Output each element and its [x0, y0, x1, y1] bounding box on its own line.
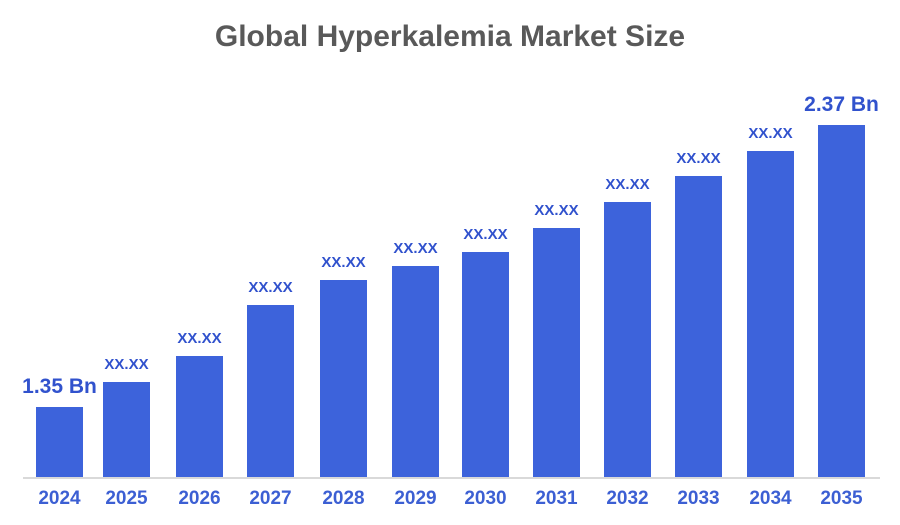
bar-value-label-2024: 1.35 Bn	[22, 375, 97, 398]
x-tick-2032: 2032	[606, 488, 649, 509]
x-tick-2031: 2031	[535, 488, 578, 509]
chart-title: Global Hyperkalemia Market Size	[214, 20, 686, 53]
bar-value-label-2035: 2.37 Bn	[804, 93, 879, 116]
x-tick-2034: 2034	[749, 488, 792, 509]
x-tick-2024: 2024	[38, 488, 81, 509]
x-tick-2029: 2029	[394, 488, 437, 509]
x-axis-line	[23, 477, 880, 479]
bar-value-label-2027: XX.XX	[248, 279, 293, 296]
bar-2035	[818, 125, 865, 477]
bar-2032	[604, 202, 651, 477]
bar-2028	[320, 280, 367, 477]
bar-2026	[176, 356, 223, 477]
bar-2033	[675, 176, 722, 477]
x-tick-2033: 2033	[677, 488, 720, 509]
x-tick-2027: 2027	[249, 488, 292, 509]
bar-value-label-2033: XX.XX	[676, 150, 721, 167]
x-tick-2026: 2026	[178, 488, 221, 509]
bar-value-label-2030: XX.XX	[463, 226, 508, 243]
bar-2025	[103, 382, 150, 477]
bar-value-label-2032: XX.XX	[605, 176, 650, 193]
bar-value-label-2031: XX.XX	[534, 202, 579, 219]
bar-2031	[533, 228, 580, 477]
x-tick-2030: 2030	[464, 488, 507, 509]
bar-2030	[462, 252, 509, 477]
x-tick-2025: 2025	[105, 488, 148, 509]
bar-value-label-2026: XX.XX	[177, 330, 222, 347]
bar-2034	[747, 151, 794, 477]
bar-value-label-2034: XX.XX	[748, 125, 793, 142]
bar-value-label-2025: XX.XX	[104, 356, 149, 373]
x-tick-2035: 2035	[820, 488, 863, 509]
x-tick-2028: 2028	[322, 488, 365, 509]
bar-2024	[36, 407, 83, 477]
bar-value-label-2029: XX.XX	[393, 240, 438, 257]
bar-value-label-2028: XX.XX	[321, 254, 366, 271]
bar-2029	[392, 266, 439, 477]
bar-2027	[247, 305, 294, 477]
